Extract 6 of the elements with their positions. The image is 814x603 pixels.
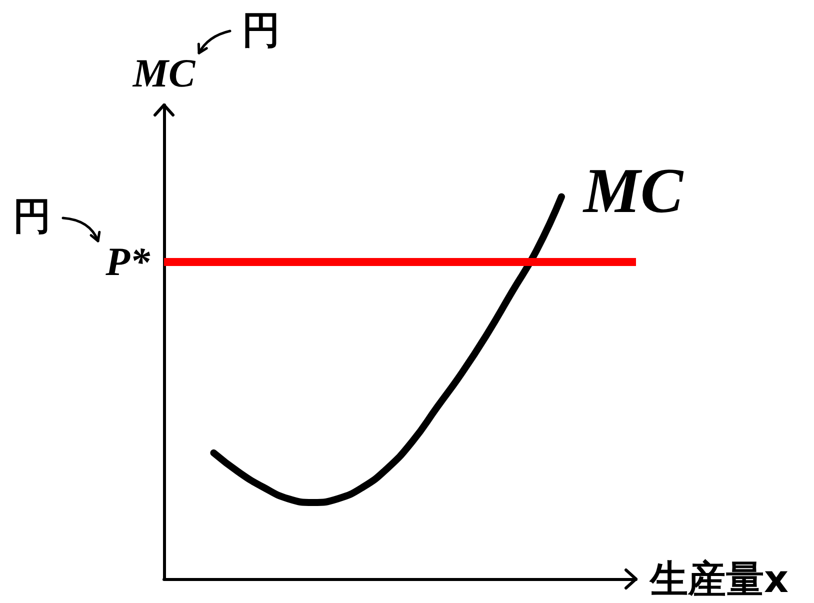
ref-line-label: P* — [104, 239, 151, 284]
x-axis-title: 生産量x — [649, 557, 789, 601]
text: 円 — [13, 194, 51, 238]
series-label: MC — [582, 155, 684, 226]
text: 円 — [242, 8, 280, 52]
y-axis-title: MC — [132, 50, 196, 96]
